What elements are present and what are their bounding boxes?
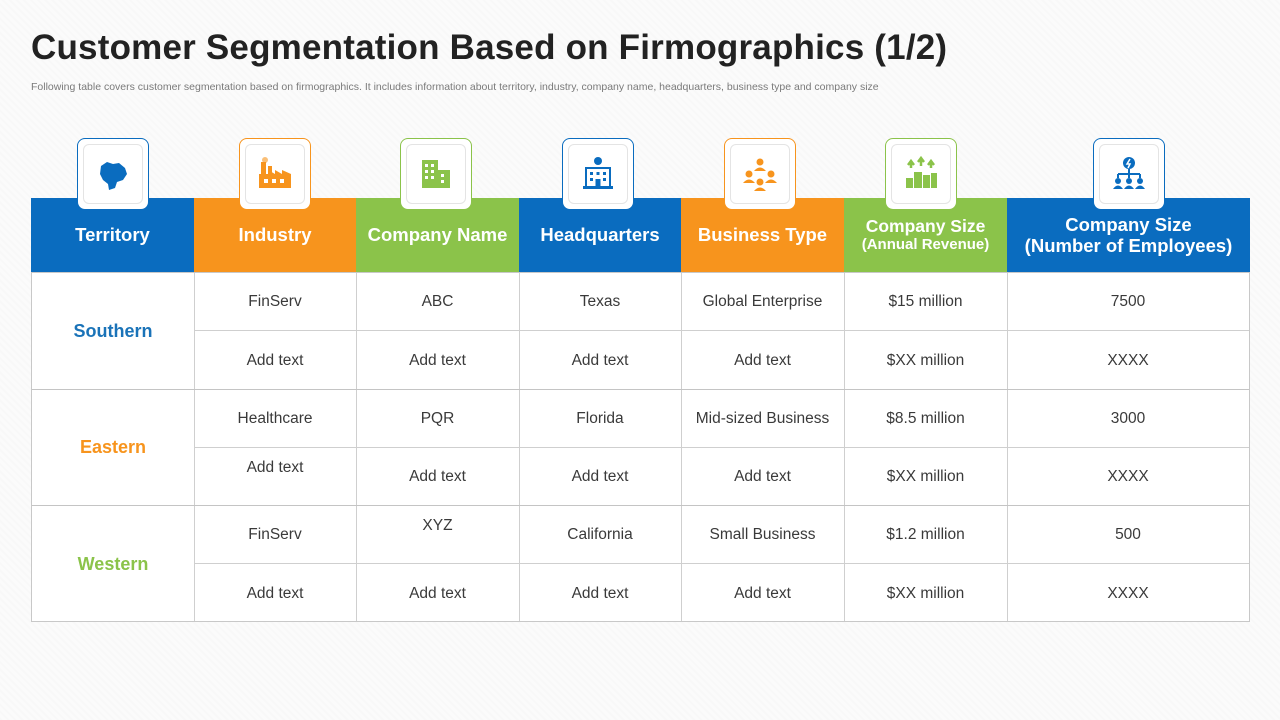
employees-icon-box	[1093, 138, 1165, 210]
table-cell: XXXX	[1107, 468, 1149, 485]
table-cell: Mid-sized Business	[695, 410, 830, 427]
table-cell: Texas	[579, 293, 621, 310]
table-cell: $15 million	[888, 293, 963, 310]
header-sublabel: (Number of Employees)	[1024, 235, 1233, 256]
table-cell: Add text	[409, 585, 466, 602]
header-label: Business Type	[697, 224, 828, 246]
page-title: Customer Segmentation Based on Firmograp…	[31, 28, 948, 67]
table-cell: $1.2 million	[886, 526, 965, 543]
header-company-size-employees: Company Size (Number of Employees)	[1007, 198, 1250, 272]
table-cell: ABC	[421, 293, 454, 310]
header-industry: Industry	[194, 198, 356, 272]
header-label: Company Size	[1065, 213, 1192, 235]
territory-western: Western	[77, 554, 149, 574]
table-cell: Add text	[246, 459, 304, 476]
header-business-type: Business Type	[681, 198, 844, 272]
industry-icon-box	[239, 138, 311, 210]
territory-southern: Southern	[73, 321, 153, 341]
header-label: Industry	[238, 224, 312, 246]
table-cell: Add text	[246, 352, 304, 369]
business-type-icon-box	[724, 138, 796, 210]
company-name-icon-box	[400, 138, 472, 210]
header-company-size-revenue: Company Size (Annual Revenue)	[844, 198, 1007, 272]
table-cell: 3000	[1110, 410, 1146, 427]
table-cell: FinServ	[248, 526, 302, 543]
table-cell: Florida	[576, 410, 624, 427]
header-company-name: Company Name	[356, 198, 519, 272]
table-cell: Add text	[734, 352, 791, 369]
header-label: Headquarters	[540, 224, 660, 246]
header-headquarters: Headquarters	[519, 198, 681, 272]
table-cell: $XX million	[886, 468, 965, 485]
headquarters-icon	[583, 157, 613, 189]
table-cell: $XX million	[886, 585, 965, 602]
table-cell: XXXX	[1107, 585, 1149, 602]
segmentation-table: Southern Eastern Western FinServ ABC Tex…	[31, 272, 1250, 622]
table-cell: PQR	[420, 410, 455, 427]
table-cell: $XX million	[886, 352, 965, 369]
table-cell: Add text	[734, 585, 791, 602]
table-cell: Add text	[571, 352, 629, 369]
table-cell: Global Enterprise	[702, 293, 823, 310]
headquarters-icon-box	[562, 138, 634, 210]
header-label: Territory	[75, 224, 150, 246]
org-chart-icon	[1113, 157, 1145, 189]
table-cell: Add text	[409, 468, 466, 485]
table-cell: FinServ	[248, 293, 302, 310]
growth-city-icon	[906, 155, 937, 188]
header-sublabel: (Annual Revenue)	[861, 236, 990, 254]
table-cell: XYZ	[422, 517, 453, 534]
table-cell: 500	[1115, 526, 1141, 543]
table-cell: Small Business	[709, 526, 816, 543]
table-cell: Add text	[246, 585, 304, 602]
table-cell: 7500	[1110, 293, 1146, 310]
header-label: Company Size	[865, 216, 986, 237]
buildings-icon	[422, 160, 450, 188]
page-subtitle: Following table covers customer segmenta…	[31, 81, 879, 93]
table-cell: Add text	[571, 585, 629, 602]
territory-eastern: Eastern	[79, 437, 147, 457]
factory-icon	[259, 157, 291, 188]
revenue-icon-box	[885, 138, 957, 210]
header-label: Company Name	[367, 224, 508, 246]
table-cell: Healthcare	[237, 410, 313, 427]
people-network-icon	[743, 158, 777, 191]
table-cell: Add text	[409, 352, 466, 369]
table-cell: $8.5 million	[886, 410, 965, 427]
territory-icon-box	[77, 138, 149, 210]
table-cell: Add text	[734, 468, 791, 485]
table-cell: Add text	[571, 468, 629, 485]
table-cell: XXXX	[1107, 352, 1149, 369]
header-territory: Territory	[31, 198, 194, 272]
map-icon	[100, 162, 127, 190]
table-cell: California	[567, 526, 633, 543]
